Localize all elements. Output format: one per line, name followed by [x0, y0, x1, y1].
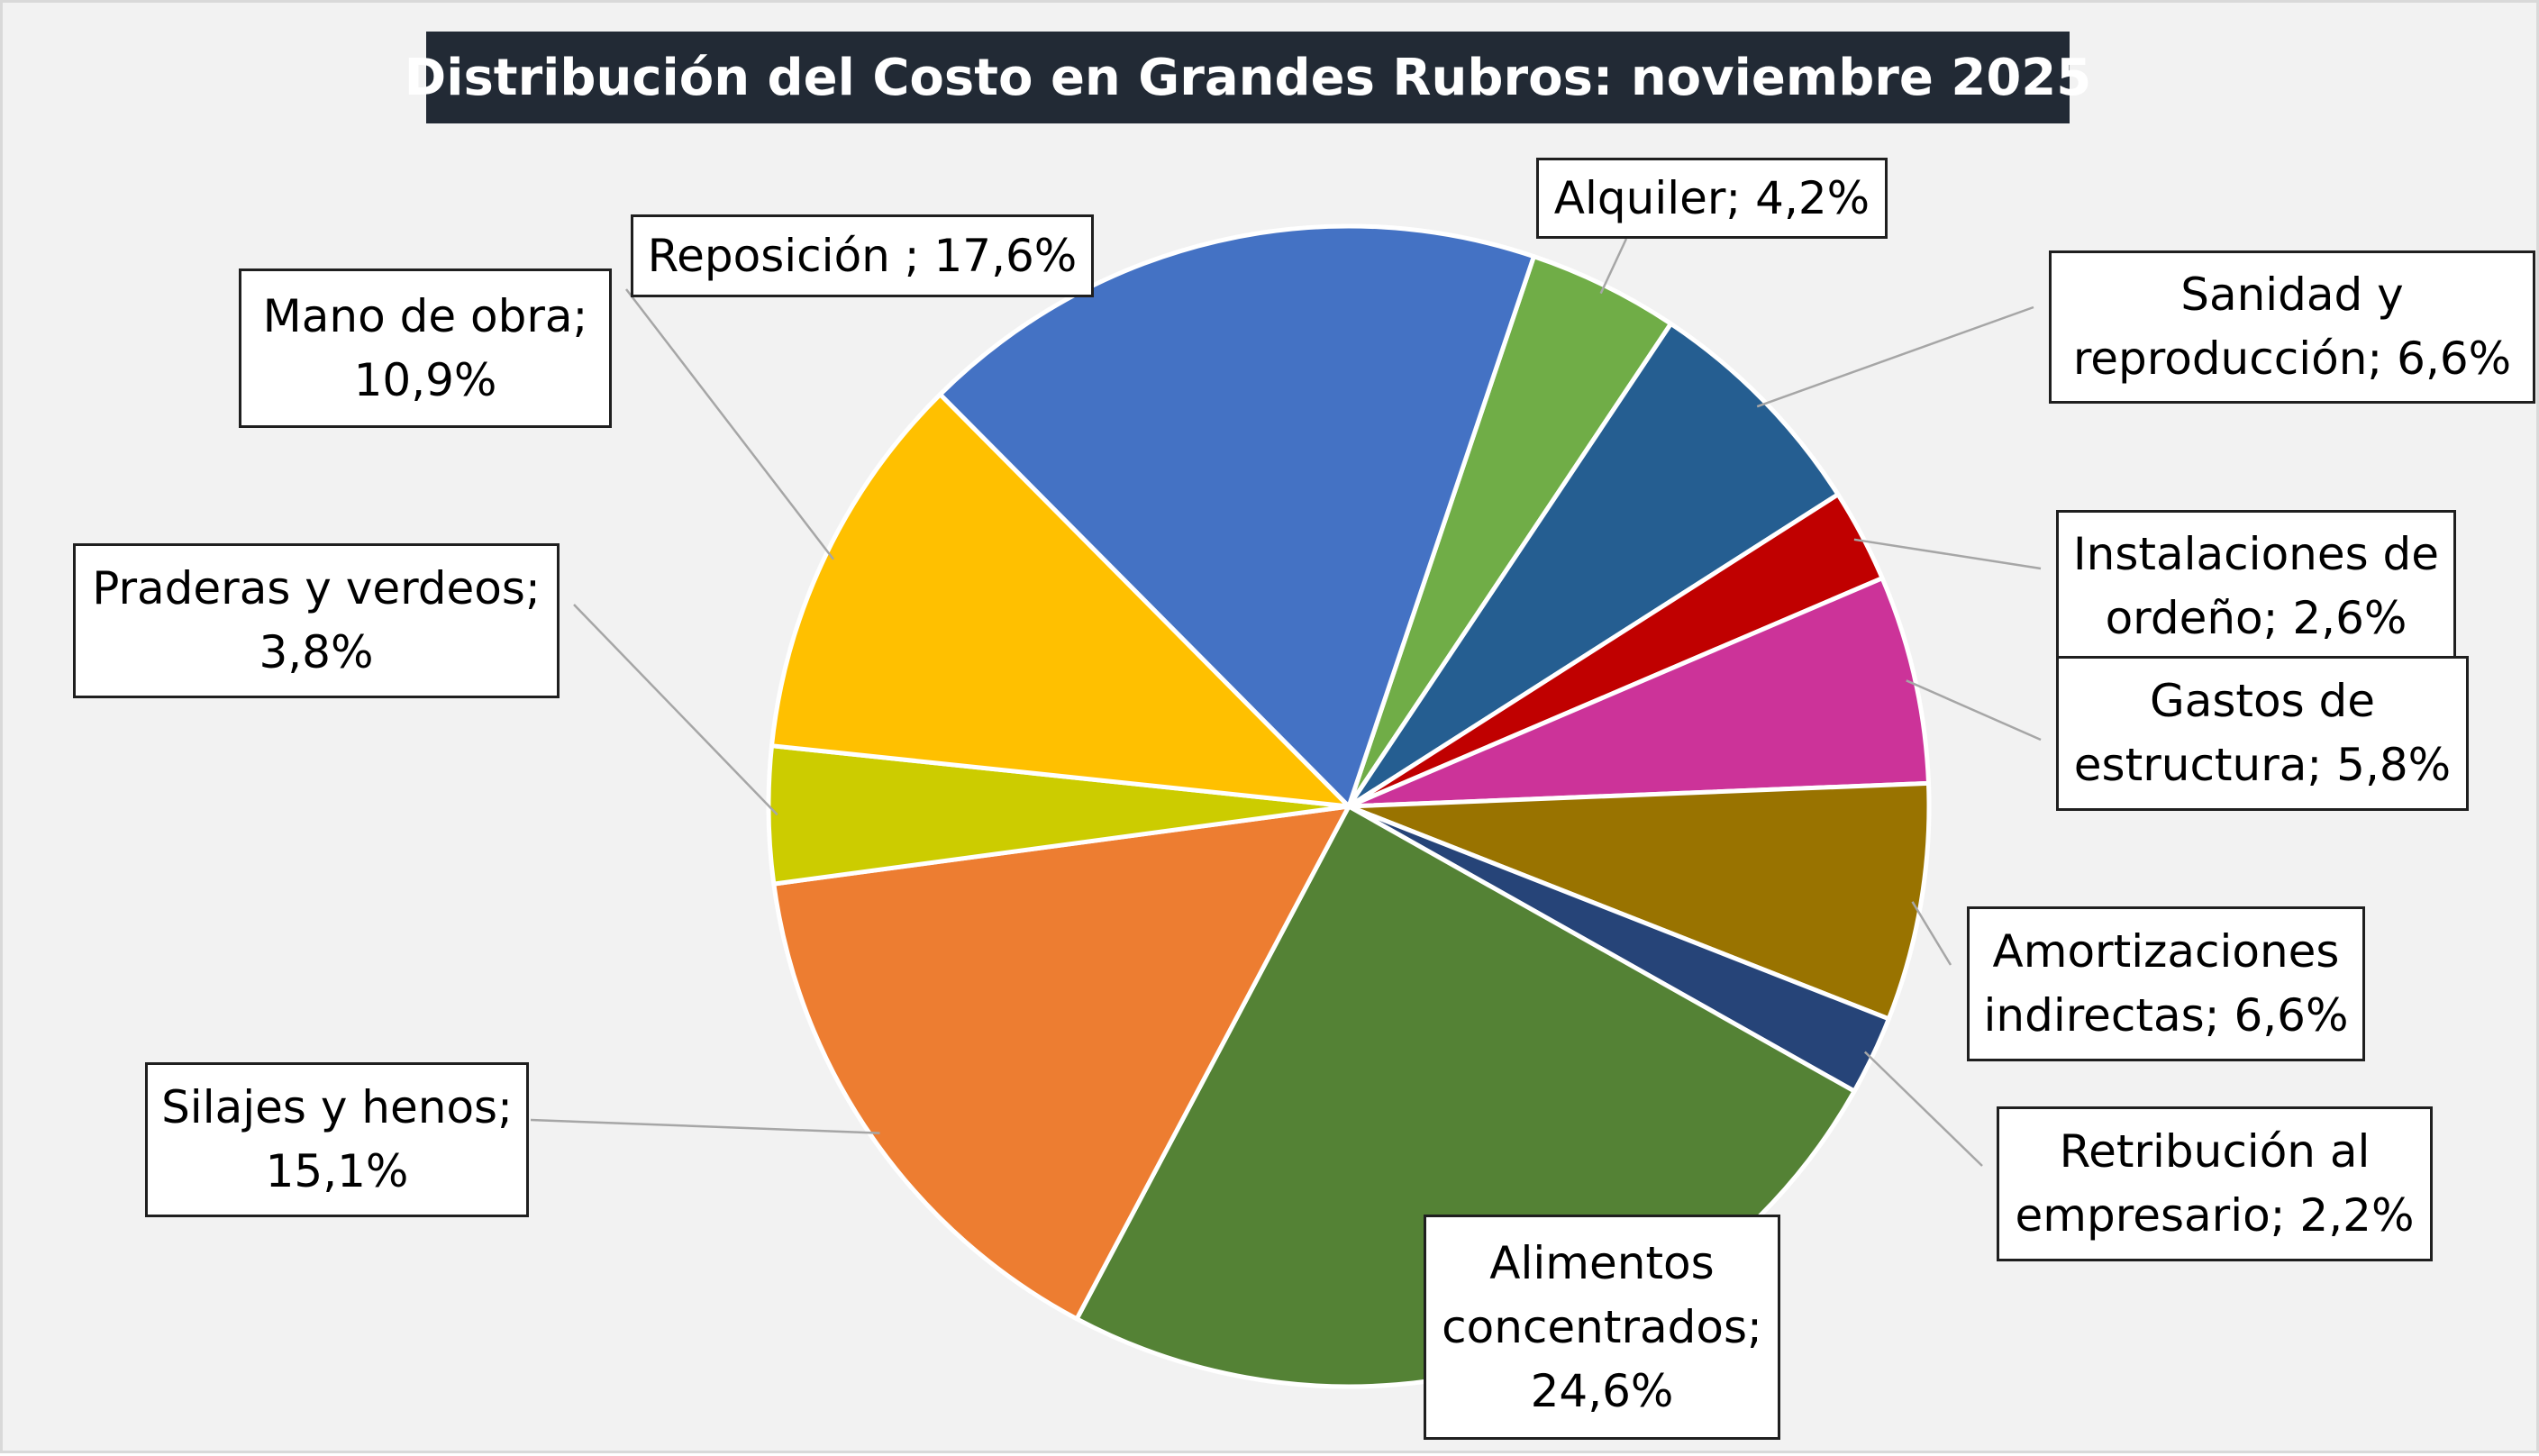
leader-line-silajes-y-henos [530, 1118, 880, 1134]
leader-line-praderas-y-verdeos [573, 604, 778, 816]
pie-slice-reposici-n [938, 223, 1536, 809]
pie-slice-silajes-y-henos [771, 804, 1351, 1322]
data-label-silajes-henos: Silajes y henos; 15,1% [145, 1062, 529, 1217]
data-label-mano-de-obra: Mano de obra; 10,9% [239, 268, 612, 428]
data-label-gastos-estructura: Gastos de estructura; 5,8% [2056, 656, 2469, 811]
data-label-alimentos-concentrados: Alimentos concentrados; 24,6% [1424, 1215, 1780, 1440]
data-label-amortizaciones-indirectas: Amortizaciones indirectas; 6,6% [1967, 906, 2365, 1061]
leader-line-sanidad-y-reproducci-n [1756, 305, 2034, 408]
data-label-retribucion-empresario: Retribución al empresario; 2,2% [1997, 1106, 2433, 1261]
leader-line-retribuci-n-al-empresario [1863, 1051, 1983, 1167]
leader-line-instalaciones-de-orde-o [1853, 538, 2042, 570]
leader-line-alquiler [1599, 238, 1628, 295]
data-label-reposicion: Reposición ; 17,6% [631, 214, 1094, 297]
chart-title: Distribución del Costo en Grandes Rubros… [405, 32, 2091, 123]
data-label-instalaciones-ordeno: Instalaciones de ordeño; 2,6% [2056, 510, 2456, 663]
leader-line-gastos-de-estructura [1906, 679, 2042, 742]
pie-slice-mano-de-obra [769, 392, 1351, 809]
leader-line-amortizaciones-indirectas [1911, 901, 1952, 966]
pie-slice-sanidad-y-reproducci-n [1346, 321, 1841, 809]
data-label-sanidad-reproduccion: Sanidad y reproducción; 6,6% [2049, 250, 2535, 404]
pie-slice-gastos-de-estructura [1346, 576, 1931, 809]
data-label-alquiler: Alquiler; 4,2% [1536, 158, 1888, 239]
leader-line-mano-de-obra [625, 288, 834, 560]
data-label-praderas-verdeos: Praderas y verdeos; 3,8% [73, 543, 560, 698]
pie-slice-amortizaciones-indirectas [1346, 780, 1932, 1022]
